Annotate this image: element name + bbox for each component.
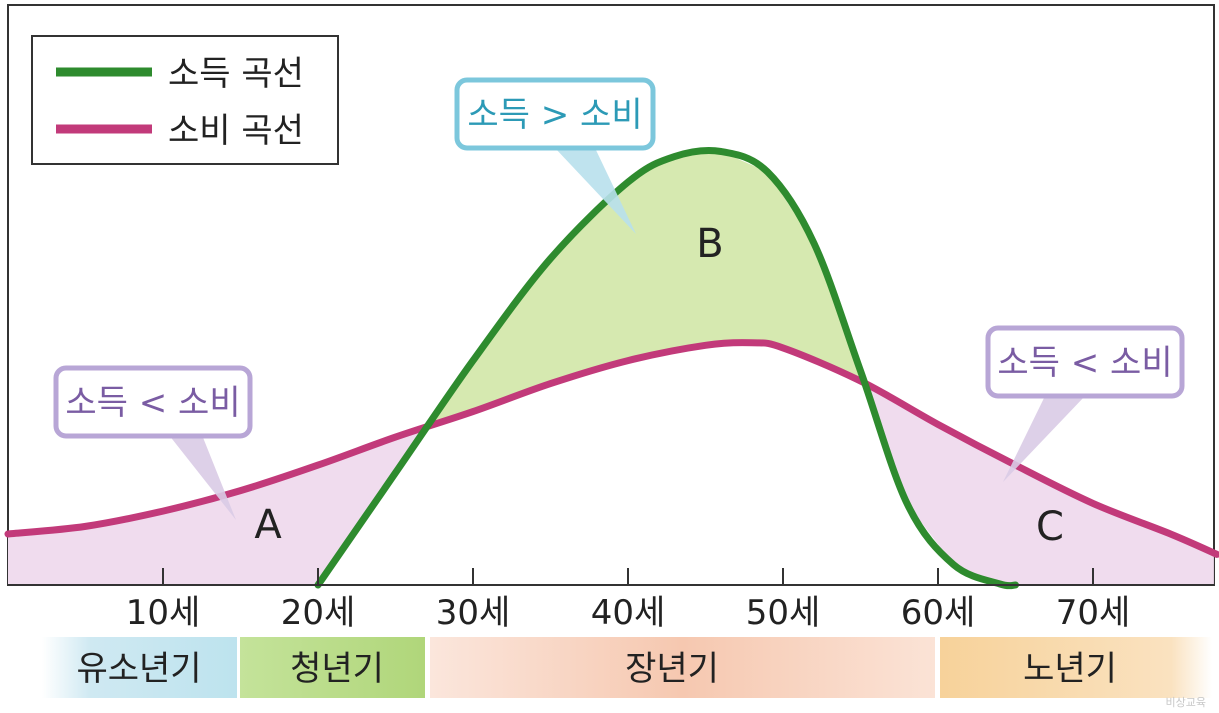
x-tick-label-40: 40세 bbox=[591, 593, 666, 633]
x-axis-ticks: 10세 20세 30세 40세 50세 60세 70세 bbox=[126, 568, 1131, 633]
stage-young-band bbox=[240, 637, 425, 698]
consumption-curve bbox=[4, 339, 1219, 558]
stage-youth-label: 유소년기 bbox=[76, 649, 201, 689]
stage-young-label: 청년기 bbox=[290, 649, 384, 689]
x-tick-label-30: 30세 bbox=[436, 593, 511, 633]
stage-middle-label: 장년기 bbox=[625, 649, 719, 689]
callout-center: 소득 > 소비 bbox=[454, 77, 656, 234]
stage-old-band bbox=[940, 637, 1212, 698]
x-tick-label-60: 60세 bbox=[901, 593, 976, 633]
callout-right: 소득 < 소비 bbox=[985, 325, 1185, 482]
life-stage-bar: 유소년기 청년기 장년기 노년기 bbox=[42, 637, 1212, 698]
legend-consumption-label: 소비 곡선 bbox=[168, 111, 304, 151]
x-tick-label-70: 70세 bbox=[1056, 593, 1131, 633]
stage-youth-band bbox=[42, 637, 237, 698]
region-b-fill bbox=[428, 151, 863, 427]
callout-left-text: 소득 < 소비 bbox=[65, 383, 240, 423]
callout-left: 소득 < 소비 bbox=[53, 365, 253, 520]
region-c-label: C bbox=[1036, 504, 1064, 550]
legend: 소득 곡선 소비 곡선 bbox=[31, 35, 339, 165]
income-curve bbox=[314, 147, 1019, 590]
watermark: 비상교육 bbox=[1166, 696, 1206, 709]
callout-right-text: 소득 < 소비 bbox=[997, 343, 1172, 383]
x-tick-label-10: 10세 bbox=[126, 593, 201, 633]
x-tick-label-50: 50세 bbox=[746, 593, 821, 633]
x-tick-label-20: 20세 bbox=[281, 593, 356, 633]
region-b-label: B bbox=[696, 221, 723, 267]
callout-center-text: 소득 > 소비 bbox=[467, 95, 642, 135]
region-a-label: A bbox=[254, 502, 282, 548]
stage-old-label: 노년기 bbox=[1023, 649, 1117, 689]
stage-middle-band bbox=[430, 637, 935, 698]
legend-income-label: 소득 곡선 bbox=[168, 54, 304, 94]
